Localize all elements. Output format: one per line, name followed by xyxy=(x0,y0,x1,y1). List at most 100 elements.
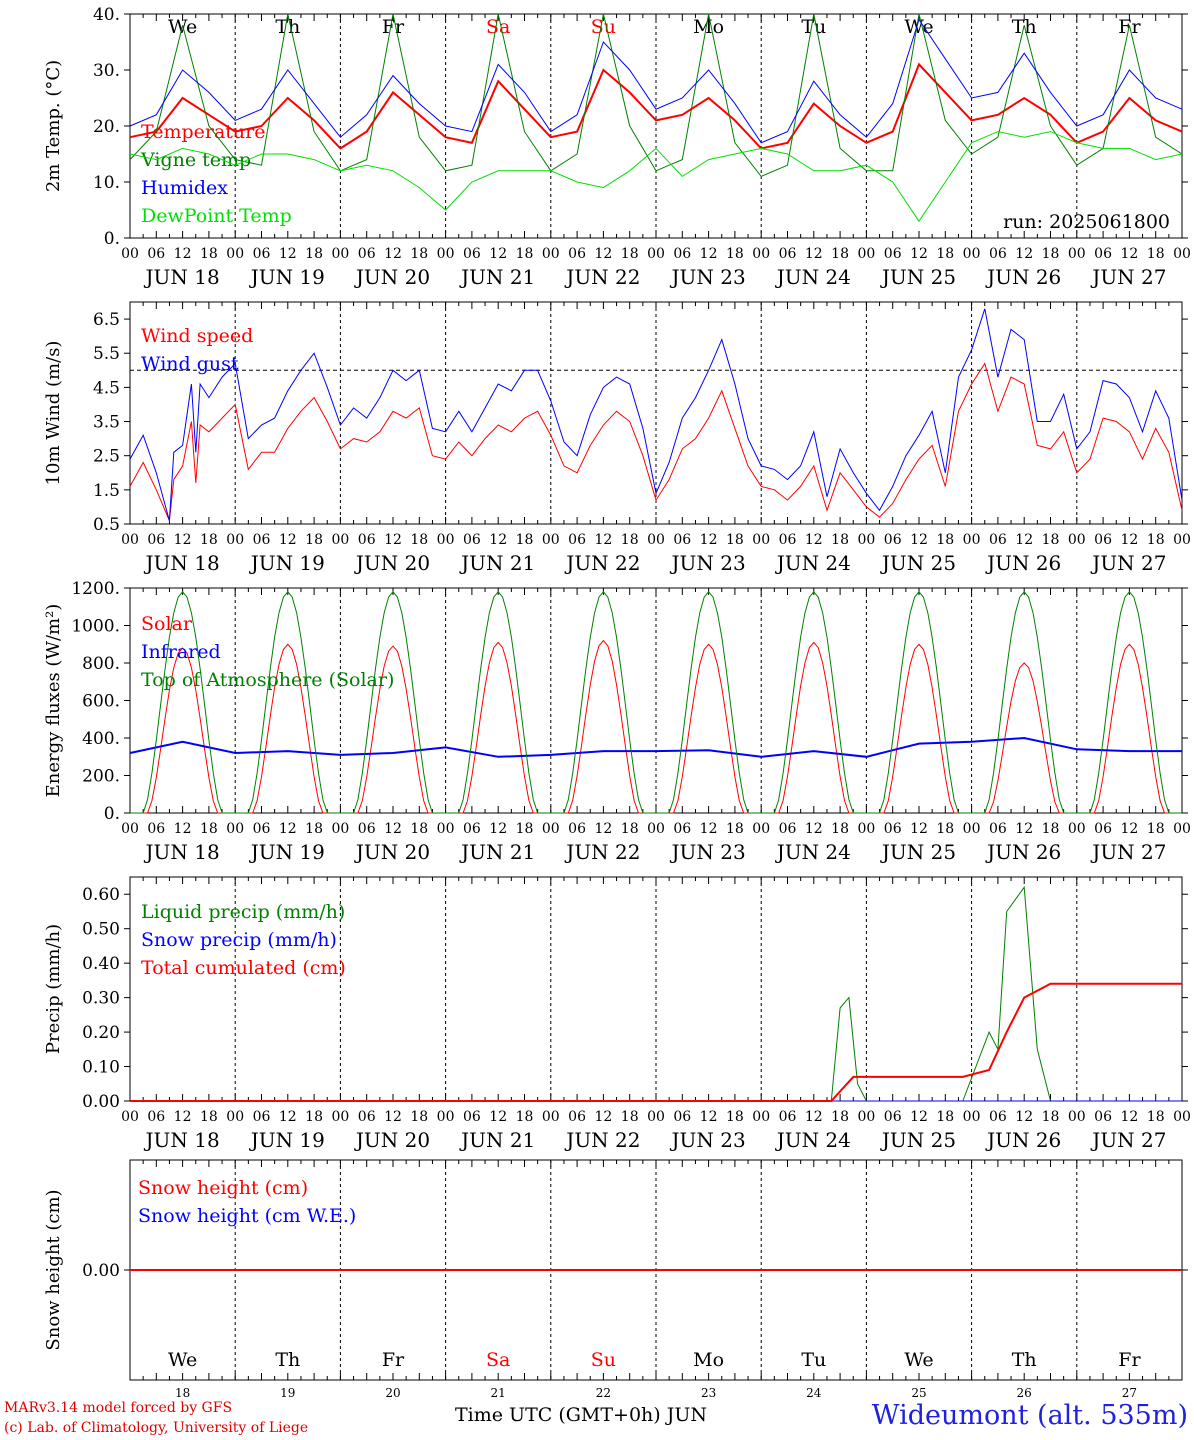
hour-label: 00 xyxy=(752,246,770,262)
hour-label: 00 xyxy=(647,246,665,262)
hour-label: 00 xyxy=(437,246,455,262)
hour-label: 12 xyxy=(910,532,928,548)
day-number: 25 xyxy=(911,1386,926,1400)
y-tick-label: 0.00 xyxy=(82,1261,120,1281)
hour-label: 00 xyxy=(542,1109,560,1125)
date-label: JUN 24 xyxy=(775,840,851,864)
hour-label: 18 xyxy=(1042,532,1060,548)
date-label: JUN 27 xyxy=(1090,840,1166,864)
day-number: 22 xyxy=(596,1386,611,1400)
hour-label: 00 xyxy=(1068,246,1086,262)
hour-label: 06 xyxy=(147,532,165,548)
hour-label: 06 xyxy=(568,246,586,262)
y-tick-label: 0.10 xyxy=(82,1058,120,1078)
hour-label: 12 xyxy=(594,246,612,262)
y-tick-label: 0. xyxy=(104,804,120,824)
date-label: JUN 25 xyxy=(880,1128,956,1152)
legend-entry: Top of Atmosphere (Solar) xyxy=(141,669,394,691)
hour-label: 18 xyxy=(726,246,744,262)
hour-label: 12 xyxy=(805,532,823,548)
hour-label: 12 xyxy=(1015,821,1033,837)
y-axis-label: 2m Temp. (°C) xyxy=(43,60,64,192)
hour-label: 00 xyxy=(121,246,139,262)
hour-label: 00 xyxy=(1173,532,1191,548)
y-tick-label: 0.40 xyxy=(82,954,120,974)
hour-label: 18 xyxy=(305,1109,323,1125)
hour-label: 18 xyxy=(726,1109,744,1125)
hour-label: 18 xyxy=(621,246,639,262)
hour-label: 00 xyxy=(963,246,981,262)
hour-label: 18 xyxy=(516,246,534,262)
hour-label: 18 xyxy=(200,821,218,837)
hour-label: 00 xyxy=(857,821,875,837)
series-line xyxy=(129,131,1183,223)
date-label: JUN 18 xyxy=(144,551,220,575)
hour-label: 06 xyxy=(989,1109,1007,1125)
hour-label: 12 xyxy=(279,1109,297,1125)
hour-label: 00 xyxy=(542,246,560,262)
hour-label: 06 xyxy=(1094,532,1112,548)
date-label: JUN 20 xyxy=(354,840,430,864)
hour-label: 06 xyxy=(884,246,902,262)
hour-label: 00 xyxy=(331,246,349,262)
legend-entry: Liquid precip (mm/h) xyxy=(141,901,345,923)
hour-label: 12 xyxy=(174,1109,192,1125)
hour-label: 06 xyxy=(568,1109,586,1125)
y-tick-label: 40. xyxy=(93,5,120,25)
hour-label: 06 xyxy=(1094,821,1112,837)
series-line xyxy=(129,62,1183,150)
hour-label: 12 xyxy=(805,246,823,262)
hour-label: 06 xyxy=(463,532,481,548)
series-line xyxy=(129,736,1182,758)
date-label: JUN 24 xyxy=(775,1128,851,1152)
hour-label: 12 xyxy=(594,1109,612,1125)
hour-label: 00 xyxy=(331,532,349,548)
legend-entry: Infrared xyxy=(141,641,221,663)
y-tick-label: 0.60 xyxy=(82,885,120,905)
hour-label: 12 xyxy=(174,821,192,837)
y-tick-label: 30. xyxy=(93,61,120,81)
hour-label: 18 xyxy=(831,246,849,262)
day-number: 18 xyxy=(175,1386,190,1400)
date-label: JUN 21 xyxy=(459,840,535,864)
hour-label: 18 xyxy=(1042,1109,1060,1125)
hour-label: 00 xyxy=(331,1109,349,1125)
date-label: JUN 23 xyxy=(670,265,746,289)
hour-label: 18 xyxy=(516,1109,534,1125)
day-name: Th xyxy=(275,1349,300,1371)
hour-label: 18 xyxy=(936,246,954,262)
hour-label: 06 xyxy=(1094,1109,1112,1125)
hour-label: 06 xyxy=(568,532,586,548)
hour-label: 18 xyxy=(200,532,218,548)
panel-frame xyxy=(129,587,1183,814)
hour-label: 18 xyxy=(726,821,744,837)
legend-entry: Temperature xyxy=(141,121,265,143)
date-label: JUN 22 xyxy=(564,551,640,575)
y-tick-label: 2.5 xyxy=(93,447,120,467)
model-credit: MARv3.14 model forced by GFS xyxy=(4,1400,233,1416)
hour-label: 12 xyxy=(384,246,402,262)
hour-label: 12 xyxy=(384,1109,402,1125)
hour-label: 00 xyxy=(437,532,455,548)
y-tick-label: 6.5 xyxy=(93,310,120,330)
hour-label: 00 xyxy=(437,1109,455,1125)
hour-label: 12 xyxy=(279,246,297,262)
date-label: JUN 21 xyxy=(459,551,535,575)
hour-label: 12 xyxy=(1015,532,1033,548)
day-number: 21 xyxy=(491,1386,506,1400)
legend-entry: Total cumulated (cm) xyxy=(141,957,346,979)
hour-label: 06 xyxy=(673,532,691,548)
hour-label: 00 xyxy=(1173,246,1191,262)
hour-label: 06 xyxy=(147,1109,165,1125)
hour-label: 06 xyxy=(884,821,902,837)
y-tick-label: 400. xyxy=(82,729,120,749)
date-label: JUN 19 xyxy=(249,840,325,864)
hour-label: 12 xyxy=(174,532,192,548)
hour-label: 00 xyxy=(752,532,770,548)
hour-label: 06 xyxy=(147,246,165,262)
hour-label: 12 xyxy=(489,1109,507,1125)
hour-label: 12 xyxy=(1120,246,1138,262)
hour-label: 06 xyxy=(463,1109,481,1125)
hour-label: 18 xyxy=(410,532,428,548)
